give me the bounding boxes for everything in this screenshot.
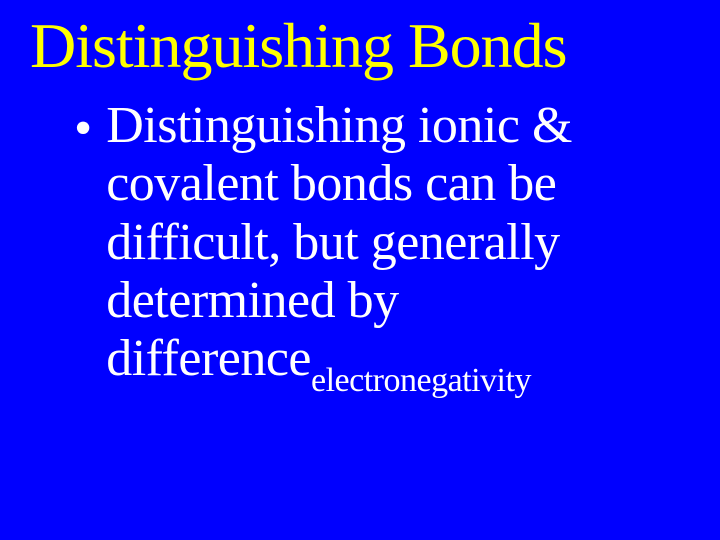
bullet-row: • Distinguishing ionic & covalent bonds … bbox=[30, 97, 690, 395]
slide-container: Distinguishing Bonds • Distinguishing io… bbox=[0, 0, 720, 540]
body-subscript: electronegativity bbox=[311, 362, 531, 399]
body-text: Distinguishing ionic & covalent bonds ca… bbox=[106, 97, 690, 395]
slide-title: Distinguishing Bonds bbox=[30, 12, 690, 79]
bullet-glyph: • bbox=[74, 103, 92, 155]
body-main: Distinguishing ionic & covalent bonds ca… bbox=[106, 97, 572, 387]
